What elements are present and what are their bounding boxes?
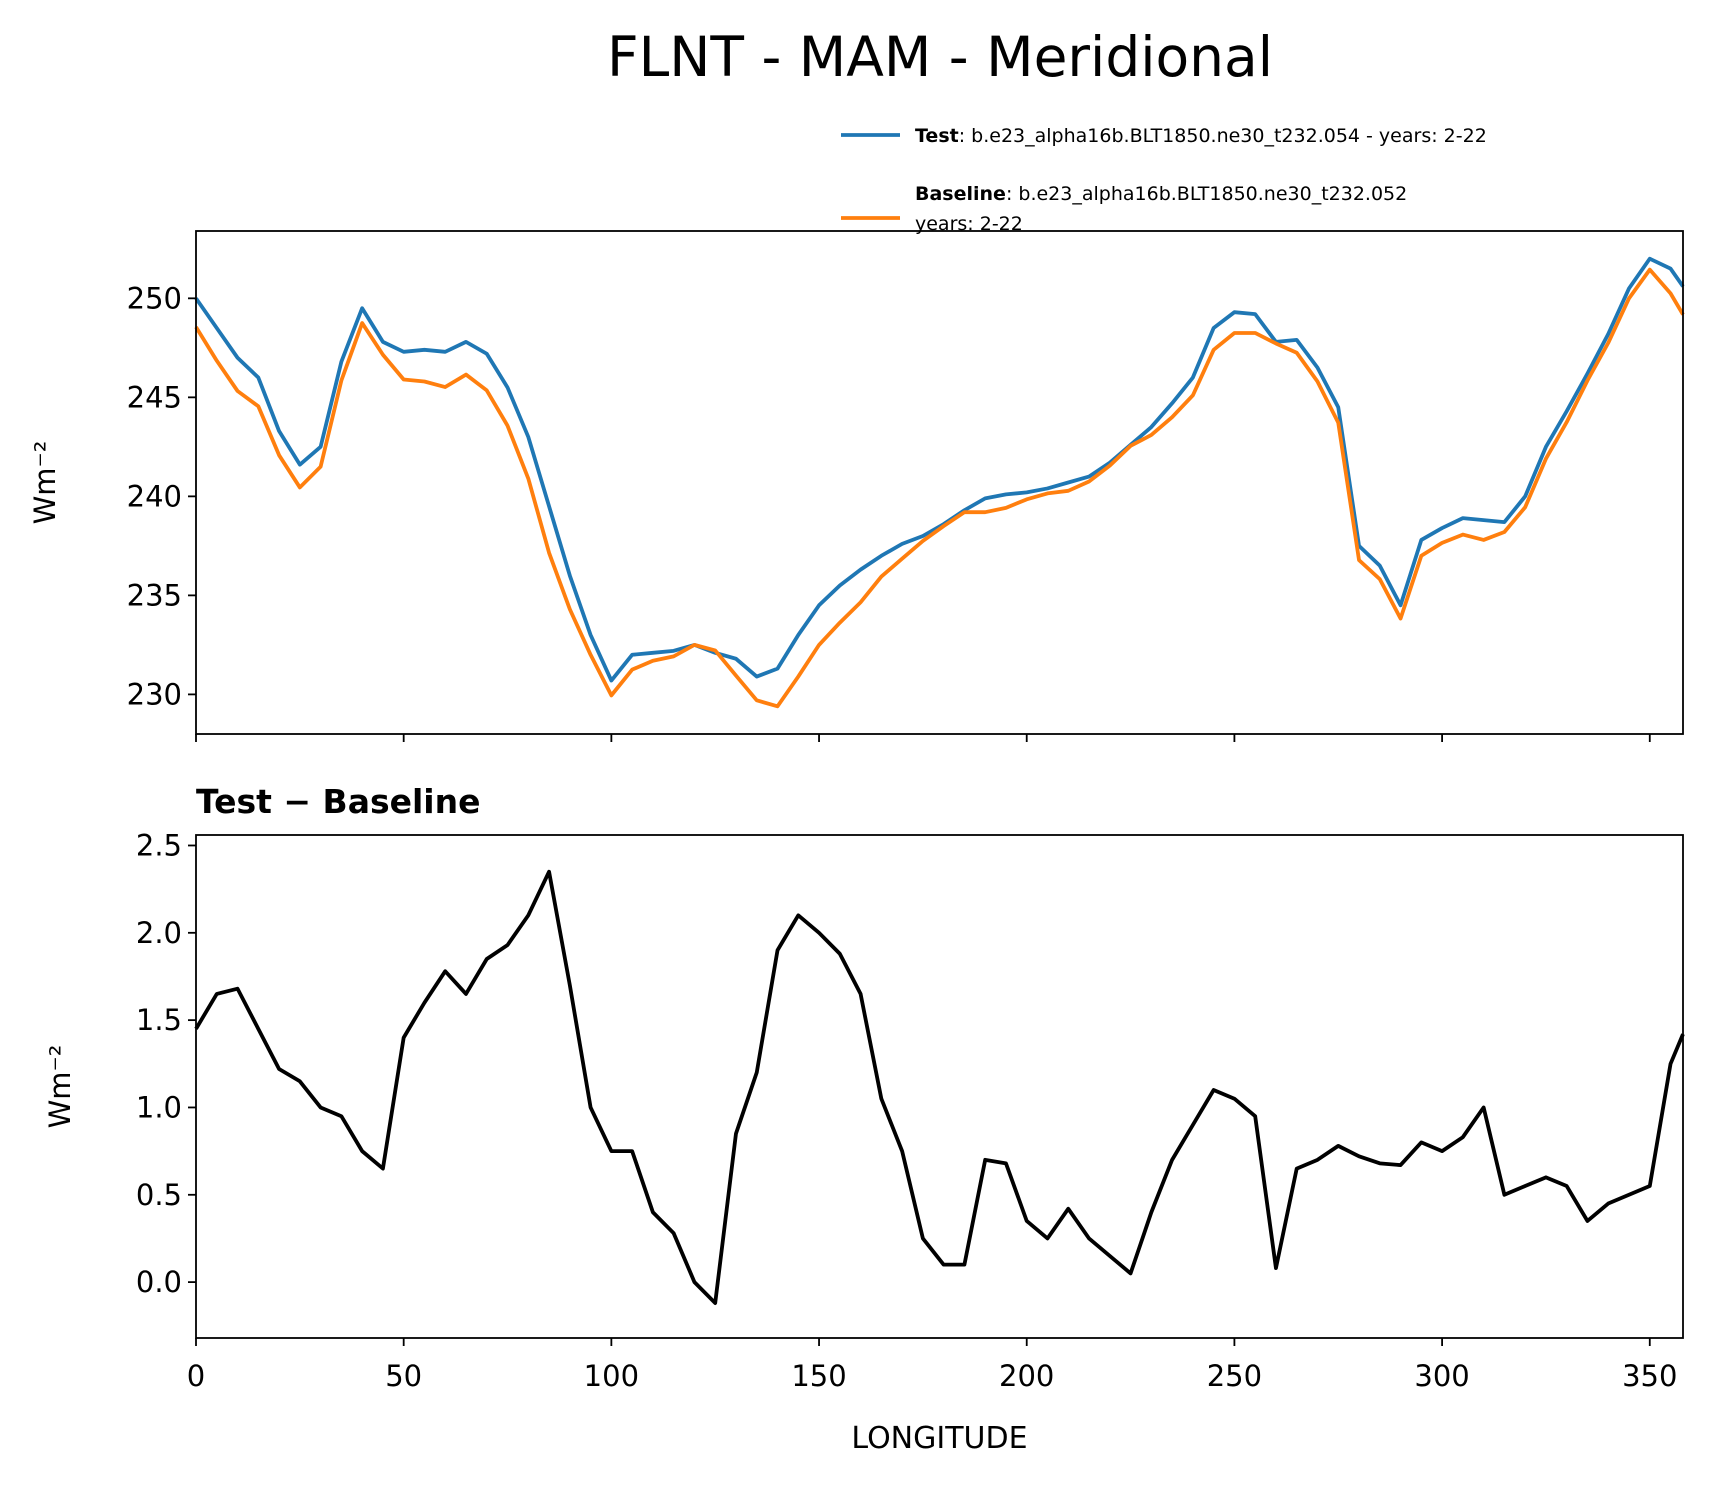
data-line bbox=[194, 267, 1685, 709]
x-tick-label: 0 bbox=[187, 1359, 205, 1393]
y-tick-label: 1.0 bbox=[136, 1090, 182, 1124]
y-tick-label: 0.5 bbox=[136, 1178, 182, 1212]
y-tick-label: 230 bbox=[127, 677, 182, 711]
axes-frame bbox=[195, 834, 1684, 1339]
y-tick-label: 0.0 bbox=[136, 1265, 182, 1299]
y-axis-label: Wm⁻² bbox=[43, 1045, 77, 1129]
chart-title: FLNT - MAM - Meridional bbox=[607, 25, 1273, 89]
x-tick-label: 300 bbox=[1414, 1359, 1469, 1393]
data-line bbox=[194, 256, 1685, 683]
x-tick-label: 350 bbox=[1622, 1359, 1677, 1393]
x-tick-label: 50 bbox=[385, 1359, 422, 1393]
legend-text: : b.e23_alpha16b.BLT1850.ne30_t232.054 -… bbox=[959, 125, 1487, 147]
legend-text: years: 2-22 bbox=[915, 213, 1023, 235]
y-tick-label: 245 bbox=[127, 380, 182, 414]
x-tick-label: 100 bbox=[584, 1359, 639, 1393]
axes-frame bbox=[195, 230, 1684, 735]
x-tick-label: 200 bbox=[999, 1359, 1054, 1393]
legend-label: Baseline: b.e23_alpha16b.BLT1850.ne30_t2… bbox=[915, 183, 1407, 205]
y-tick-label: 240 bbox=[127, 479, 182, 513]
data-line bbox=[194, 869, 1685, 1305]
x-tick-label: 250 bbox=[1207, 1359, 1262, 1393]
y-tick-label: 235 bbox=[127, 578, 182, 612]
subplot-title: Test − Baseline bbox=[196, 782, 481, 821]
y-axis-label: Wm⁻² bbox=[28, 441, 62, 525]
legend-text: : b.e23_alpha16b.BLT1850.ne30_t232.052 bbox=[1006, 183, 1407, 205]
y-tick-label: 2.5 bbox=[136, 828, 182, 862]
y-tick-label: 2.0 bbox=[136, 916, 182, 950]
y-tick-label: 250 bbox=[127, 281, 182, 315]
y-tick-label: 1.5 bbox=[136, 1003, 182, 1037]
x-axis-label: LONGITUDE bbox=[851, 1421, 1027, 1456]
x-tick-label: 150 bbox=[791, 1359, 846, 1393]
legend-name: Baseline bbox=[915, 183, 1006, 205]
legend-name: Test bbox=[915, 125, 959, 147]
legend-label: Test: b.e23_alpha16b.BLT1850.ne30_t232.0… bbox=[915, 125, 1487, 147]
legend-label: years: 2-22 bbox=[915, 213, 1023, 235]
